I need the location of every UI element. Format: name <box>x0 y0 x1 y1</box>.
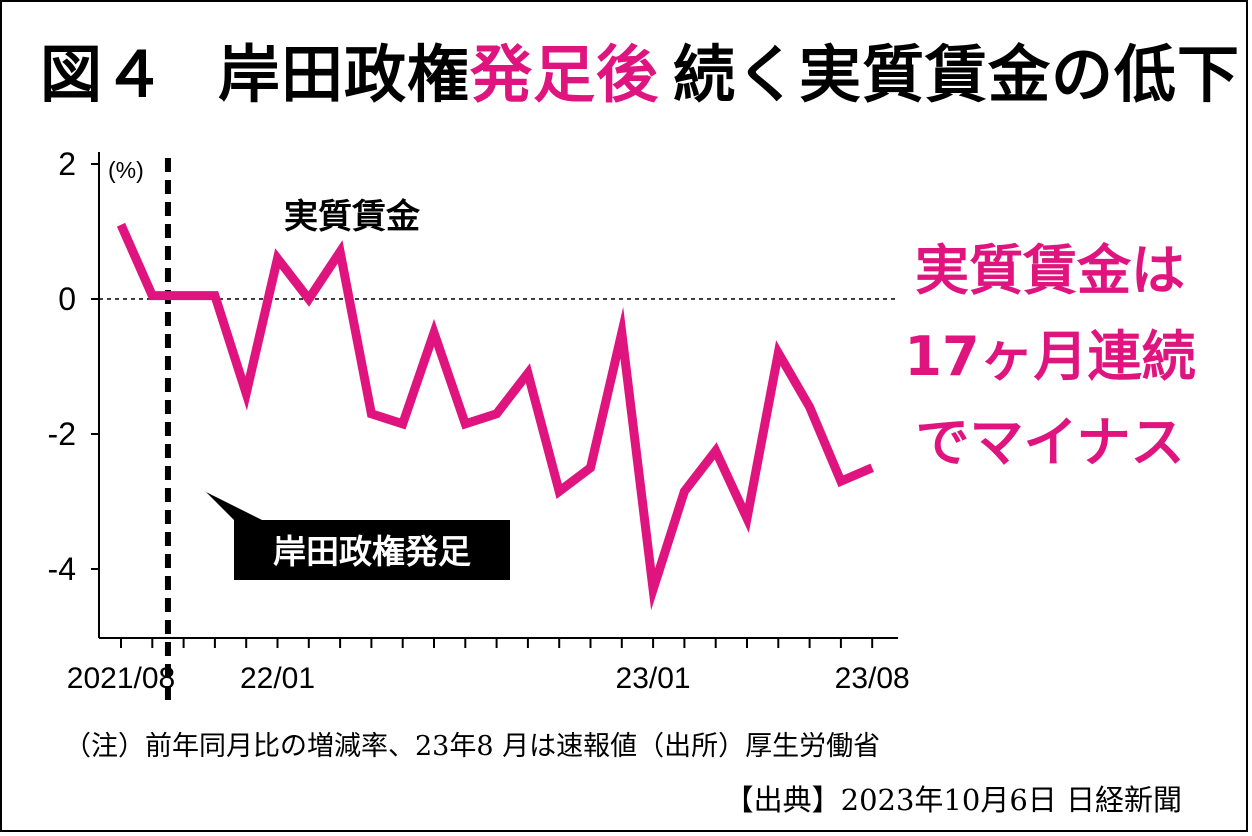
y-tick-label: -2 <box>48 416 76 452</box>
x-tick-label: 2021/08 <box>67 662 175 695</box>
y-tick-label: 0 <box>58 281 76 317</box>
title-part1: 岸田政権 <box>218 38 471 111</box>
callout-line-2: 17ヶ月連続 <box>904 325 1196 388</box>
title-prefix: 図４ <box>40 38 167 111</box>
callout-line-3: でマイナス <box>915 411 1185 474</box>
source-citation: 【出典】2023年10月6日 日経新聞 <box>724 783 1182 817</box>
event-label-box <box>234 520 510 580</box>
footnote: （注）前年同月比の増減率、23年8 月は速報値（出所）厚生労働省 <box>64 731 881 762</box>
title-highlight: 発足後 <box>470 38 660 111</box>
y-tick-label: -4 <box>48 551 76 587</box>
x-tick-label: 23/08 <box>835 662 910 695</box>
series-label: 実質賃金 <box>284 197 421 237</box>
x-tick-label: 22/01 <box>240 662 315 695</box>
chart-title: 図４ 岸田政権発足後 続く実質賃金の低下 <box>40 24 1240 114</box>
y-tick-label: 2 <box>58 146 76 182</box>
y-unit-label: (%) <box>108 157 144 183</box>
callout-text: 実質賃金は 17ヶ月連続 でマイナス <box>880 228 1220 486</box>
event-label-pointer <box>206 492 262 520</box>
title-part2: 続く実質賃金の低下 <box>673 38 1241 111</box>
event-label: 岸田政権発足 <box>273 532 471 571</box>
x-tick-label: 23/01 <box>616 662 691 695</box>
callout-line-1: 実質賃金は <box>915 239 1185 302</box>
